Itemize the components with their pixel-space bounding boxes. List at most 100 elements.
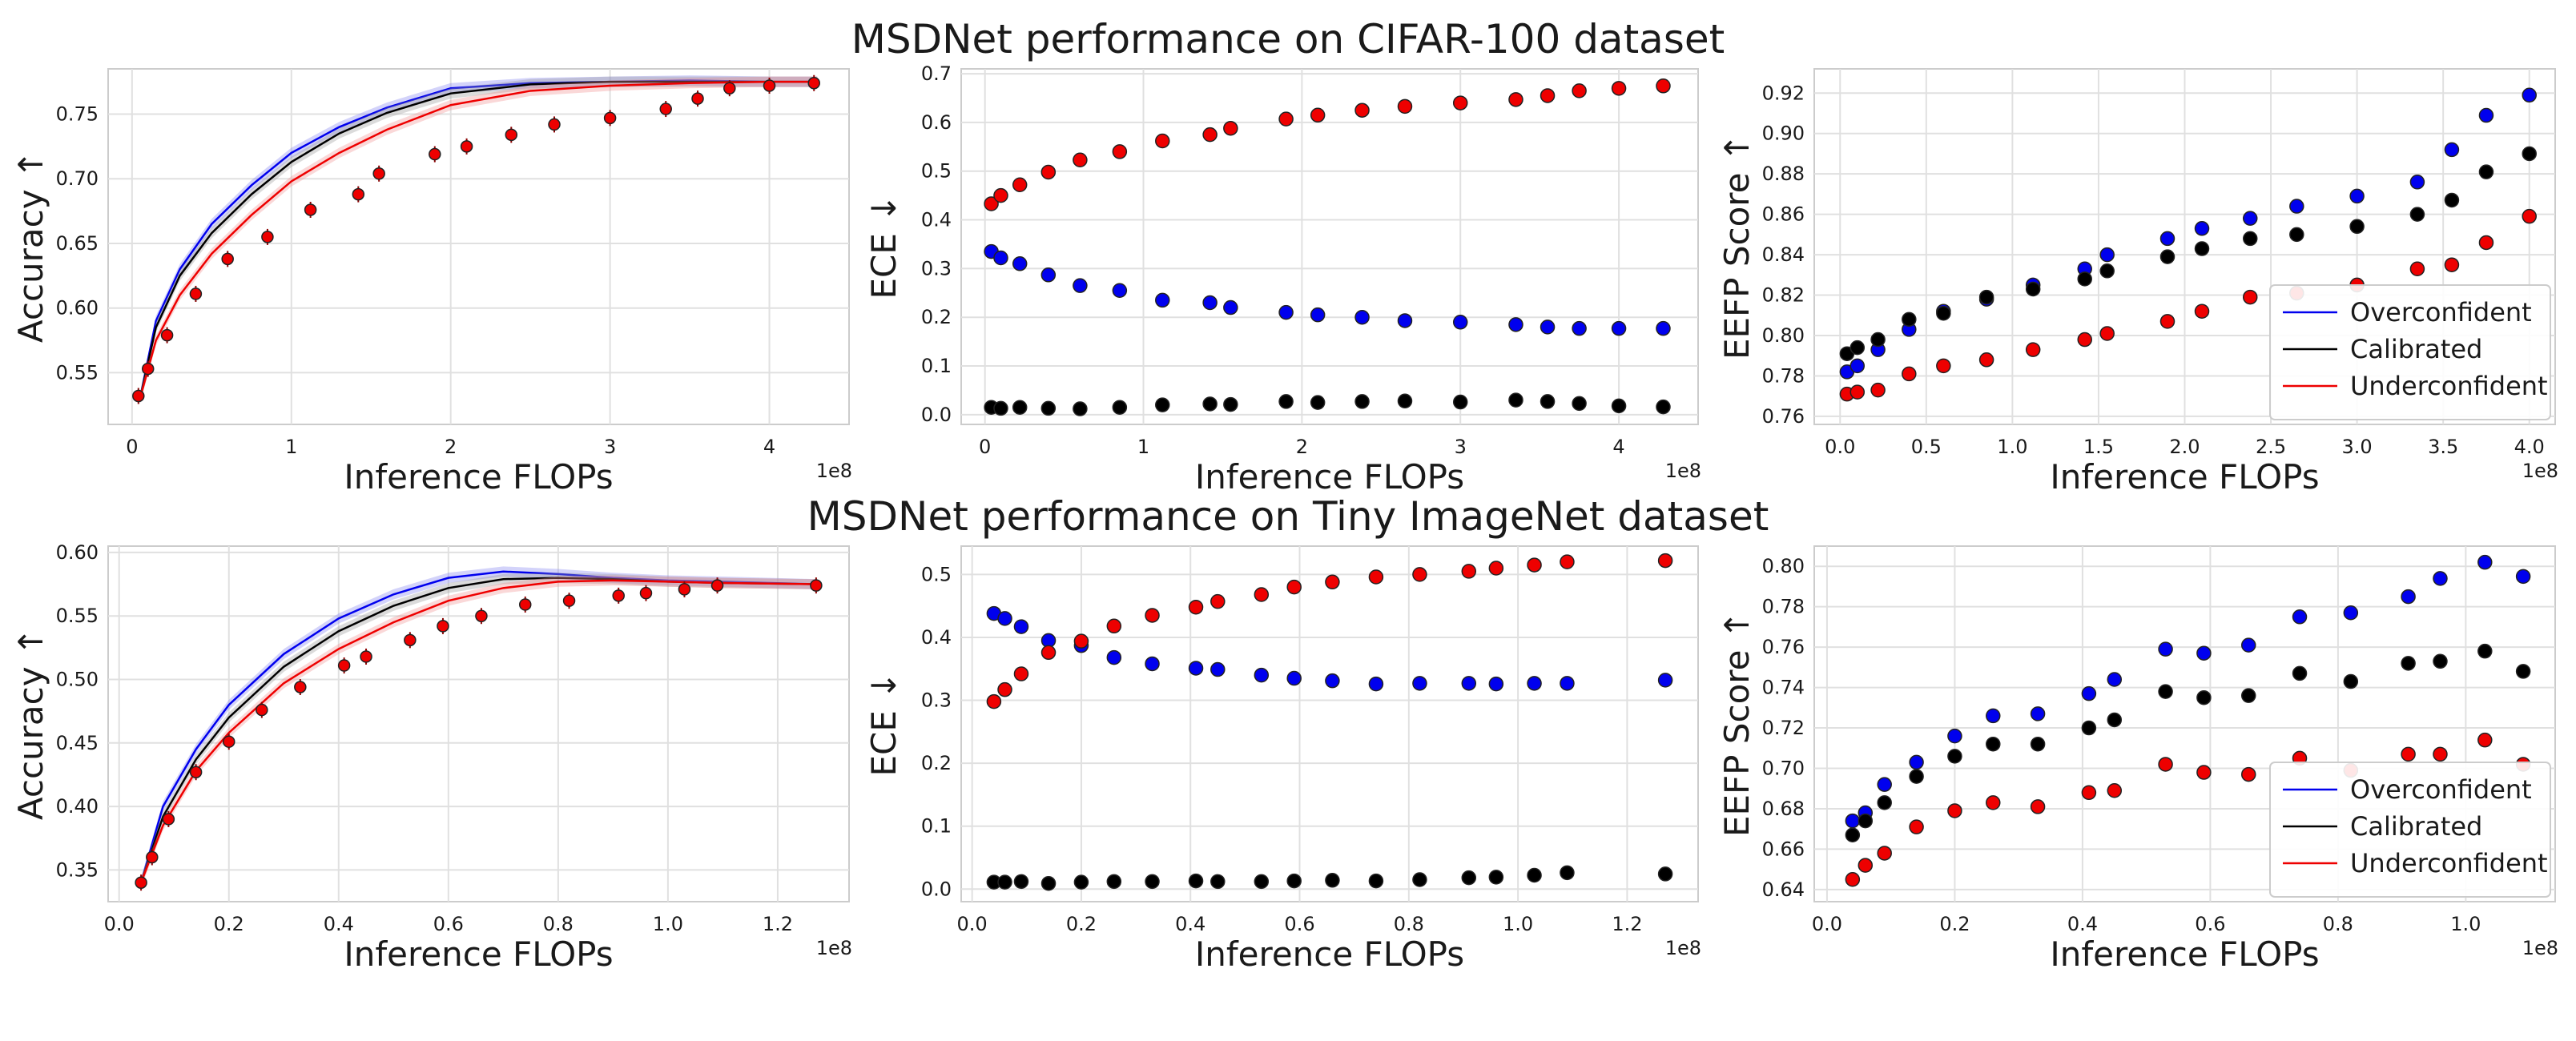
data-point-calibrated — [2159, 249, 2176, 264]
data-point-underconfident — [984, 196, 999, 211]
data-point-calibrated — [1611, 398, 1627, 414]
x-tick-label: 1 — [285, 436, 297, 458]
data-point-underconfident — [1845, 872, 1861, 887]
data-point-calibrated — [2077, 271, 2092, 287]
data-point-calibrated — [2289, 227, 2304, 243]
data-point-calibrated — [1310, 395, 1326, 410]
data-point-underconfident — [1112, 144, 1128, 159]
data-point-calibrated — [2194, 241, 2210, 256]
data-point-overconfident — [1012, 256, 1028, 271]
data-point-underconfident — [1452, 95, 1468, 111]
y-tick-label: 0.3 — [921, 689, 952, 712]
data-point-underconfident — [304, 203, 317, 216]
data-point-calibrated — [997, 874, 1012, 890]
y-tick-label: 0.40 — [56, 795, 99, 818]
x-tick-label: 0 — [126, 436, 138, 458]
data-point-underconfident — [1936, 358, 1951, 374]
data-point-overconfident — [2240, 637, 2256, 653]
data-point-calibrated — [1858, 813, 1874, 829]
data-point-underconfident — [1656, 78, 1671, 94]
data-point-calibrated — [1461, 870, 1477, 886]
data-point-calibrated — [2433, 653, 2448, 669]
data-point-overconfident — [2444, 142, 2460, 158]
y-tick-label: 0.55 — [56, 605, 99, 627]
data-point-underconfident — [1040, 645, 1057, 661]
y-axis-label: EEFP Score ↑ — [1717, 134, 1757, 360]
y-tick-label: 0.45 — [56, 732, 99, 754]
data-point-overconfident — [1013, 619, 1029, 634]
data-point-underconfident — [460, 140, 473, 153]
x-tick-label: 0.0 — [1812, 913, 1842, 935]
data-point-underconfident — [2099, 326, 2115, 341]
data-point-underconfident — [256, 703, 268, 717]
y-tick-label: 0.76 — [1762, 405, 1805, 428]
data-point-calibrated — [1527, 867, 1542, 883]
data-point-overconfident — [1947, 728, 1962, 744]
data-point-underconfident — [437, 620, 449, 633]
data-point-overconfident — [1040, 267, 1057, 283]
data-point-calibrated — [2349, 219, 2365, 235]
tiny_acc-panel: 0.0 0.2 0.4 0.6 0.8 1.0 1.2 0.35 0.40 0.45 0.50 0.5… — [11, 541, 852, 974]
data-point-calibrated — [1870, 332, 1886, 348]
x-offset-label: 1e8 — [1665, 460, 1701, 482]
data-point-calibrated — [1210, 874, 1226, 890]
data-point-calibrated — [1540, 394, 1556, 409]
data-point-underconfident — [1508, 92, 1523, 107]
y-tick-label: 0.90 — [1762, 123, 1805, 145]
data-point-calibrated — [1106, 874, 1122, 890]
plot-area — [960, 68, 1699, 425]
x-tick-label: 0 — [979, 436, 991, 458]
y-tick-label: 0.4 — [921, 626, 952, 649]
data-point-calibrated — [1657, 866, 1673, 882]
data-point-underconfident — [1902, 366, 1917, 382]
data-point-underconfident — [993, 187, 1008, 203]
data-point-calibrated — [1412, 872, 1427, 887]
x-tick-label: 4 — [1612, 436, 1624, 458]
data-point-overconfident — [1508, 317, 1523, 332]
x-tick-label: 2.0 — [2169, 436, 2200, 458]
x-tick-label: 4.0 — [2514, 436, 2545, 458]
data-point-overconfident — [1278, 304, 1294, 320]
data-point-calibrated — [2477, 643, 2493, 659]
x-tick-label: 0.2 — [1066, 913, 1097, 935]
data-point-calibrated — [1112, 400, 1128, 415]
data-point-underconfident — [1325, 574, 1340, 590]
y-tick-label: 0.5 — [921, 563, 952, 585]
y-tick-label: 0.68 — [1762, 798, 1805, 820]
data-point-underconfident — [1145, 608, 1160, 623]
data-point-underconfident — [997, 681, 1012, 697]
data-point-overconfident — [1540, 320, 1556, 335]
data-point-underconfident — [1073, 152, 1088, 167]
x-tick-label: 0.4 — [1175, 913, 1205, 935]
data-point-calibrated — [1012, 400, 1028, 415]
data-point-underconfident — [141, 362, 155, 376]
data-point-calibrated — [2240, 688, 2256, 703]
data-point-overconfident — [1145, 656, 1160, 672]
y-tick-label: 0.82 — [1762, 284, 1805, 307]
data-point-underconfident — [1202, 127, 1218, 143]
x-tick-label: 1.0 — [2450, 913, 2481, 935]
y-tick-label: 0.78 — [1762, 364, 1805, 387]
data-point-overconfident — [2158, 641, 2173, 657]
legend-label: Overconfident — [2350, 297, 2532, 328]
data-point-overconfident — [1877, 777, 1892, 792]
data-point-calibrated — [1202, 396, 1218, 412]
x-offset-label: 1e8 — [816, 460, 852, 482]
series-line-overconfident — [139, 570, 816, 883]
data-point-calibrated — [2515, 664, 2531, 679]
data-point-underconfident — [162, 813, 175, 826]
data-point-underconfident — [2433, 746, 2448, 762]
y-tick-label: 0.84 — [1762, 243, 1805, 266]
data-point-underconfident — [1657, 553, 1673, 569]
data-point-calibrated — [2343, 673, 2359, 689]
data-point-calibrated — [1223, 396, 1238, 412]
cifar_eefp-panel: 0.0 0.5 1.0 1.5 2.0 2.5 3.0 3.5 4.0 0.76 0.78 0.80 0… — [1717, 68, 2558, 496]
y-tick-label: 0.5 — [921, 160, 952, 183]
data-point-overconfident — [1286, 670, 1302, 686]
data-point-underconfident — [1073, 633, 1089, 649]
data-point-underconfident — [1986, 795, 2001, 810]
data-point-overconfident — [1527, 676, 1542, 691]
data-point-calibrated — [2242, 231, 2258, 247]
data-point-calibrated — [2099, 263, 2115, 279]
y-tick-label: 0.7 — [921, 62, 952, 85]
